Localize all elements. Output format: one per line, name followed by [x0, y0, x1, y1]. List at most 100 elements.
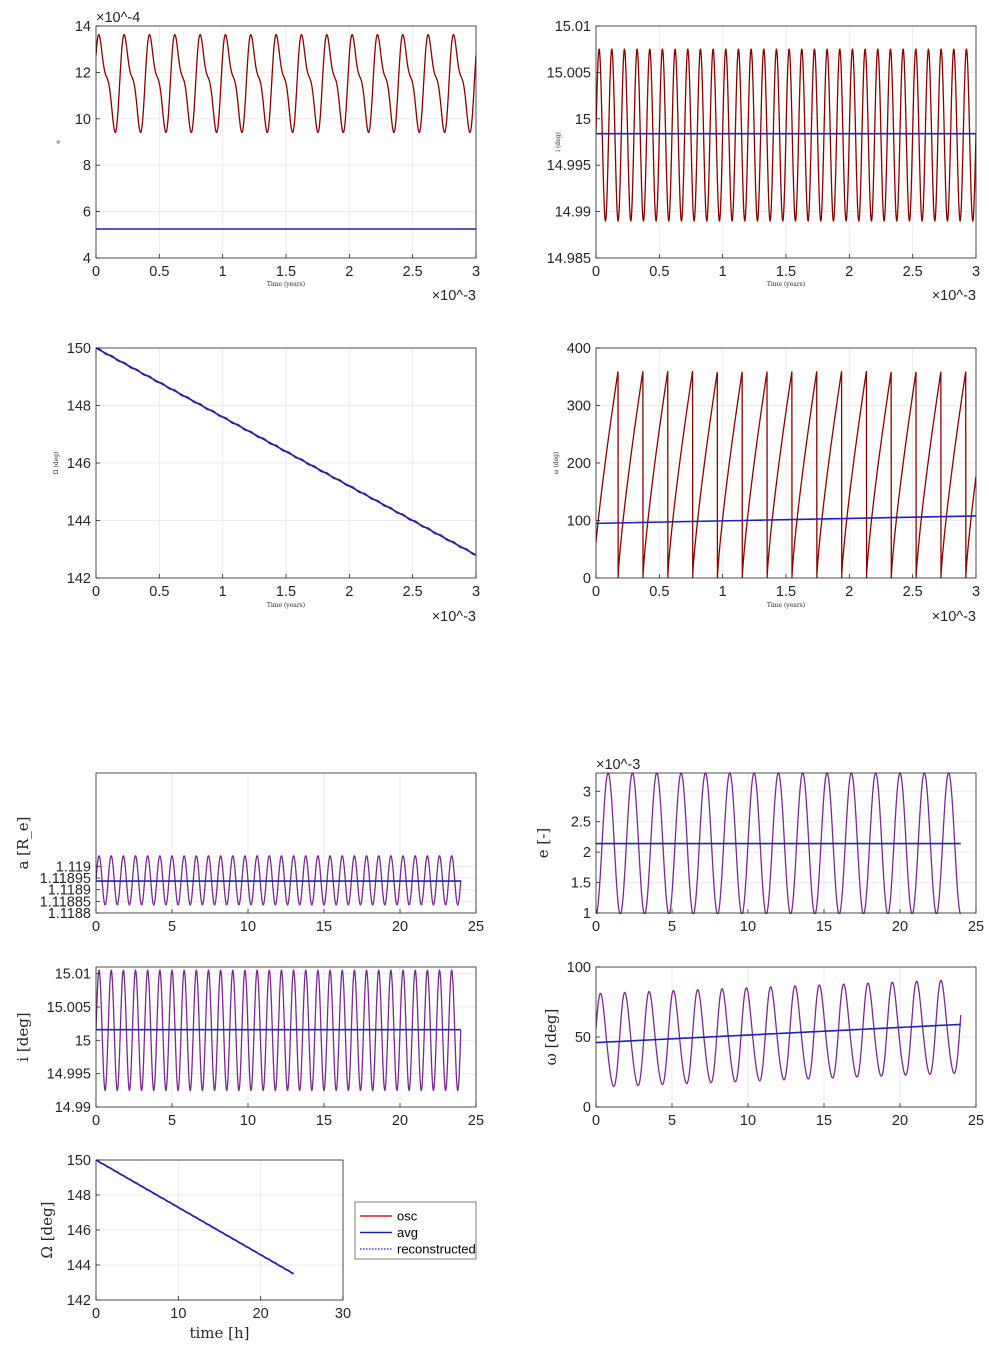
- x-exponent-label: ×10^-3: [432, 288, 476, 304]
- series-line-p3-1: [96, 347, 476, 556]
- x-tick-label: 15: [316, 919, 332, 935]
- series-line-p9-2: [96, 1159, 294, 1275]
- y-exponent-label: ×10^-3: [596, 757, 640, 773]
- plot-p5: 0 5 10 15 20 25 1.11881.118851.11891.118951.11…: [14, 772, 484, 935]
- x-tick-label: 0: [92, 1306, 100, 1322]
- plot-p1: 0 0.5 1 1.5 2 2.5 3 4 6 8 10 12 14 Time (years) e ×10^-…: [55, 10, 480, 304]
- x-tick-label: 3: [472, 584, 480, 600]
- y-tick-label: 146: [67, 1223, 91, 1239]
- x-tick-label: 1: [219, 584, 227, 600]
- x-tick-label: 15: [816, 919, 832, 935]
- x-tick-label: 1: [219, 264, 227, 280]
- y-tick-label: 1: [583, 906, 591, 922]
- x-tick-label: 0: [92, 919, 100, 935]
- x-tick-label: 2.5: [903, 584, 923, 600]
- x-tick-label: 30: [335, 1306, 351, 1322]
- y-tick-label: 3: [583, 784, 591, 800]
- plot-p4: 0 0.5 1 1.5 2 2.5 3 0 100 200 300 400 Time (years) ω …: [553, 341, 980, 625]
- y-tick-label: 1.11885: [40, 894, 91, 910]
- y-tick-label: 14.985: [547, 251, 591, 267]
- y-tick-label: 300: [567, 399, 591, 415]
- y-axis-label: i (deg): [555, 132, 562, 152]
- y-tick-label: 144: [67, 514, 91, 530]
- x-tick-label: 20: [892, 1113, 908, 1129]
- x-tick-label: 2: [845, 264, 853, 280]
- x-tick-label: 0: [92, 584, 100, 600]
- y-tick-label: 15: [575, 112, 591, 128]
- x-tick-label: 5: [668, 1113, 676, 1129]
- y-tick-label: 142: [67, 571, 91, 587]
- y-tick-label: 200: [567, 456, 591, 472]
- x-exponent-label: ×10^-3: [432, 609, 476, 625]
- y-tick-label: 100: [567, 960, 591, 976]
- y-tick-label: 10: [75, 112, 91, 128]
- x-tick-label: 10: [740, 1113, 756, 1129]
- x-tick-label: 0: [592, 264, 600, 280]
- series-line-p8-0: [596, 979, 962, 1088]
- axes-frame: [95, 966, 477, 1108]
- x-tick-label: 1: [719, 584, 727, 600]
- y-tick-label: 100: [567, 514, 591, 530]
- axes-frame: [595, 772, 977, 914]
- x-tick-label: 0: [92, 264, 100, 280]
- y-axis-label: ω [deg]: [542, 1009, 560, 1066]
- series-line-p4-0: [596, 370, 976, 579]
- legend-label-avg: avg: [397, 1225, 418, 1240]
- y-tick-label: 15.01: [55, 967, 91, 983]
- x-tick-label: 5: [168, 1113, 176, 1129]
- y-tick-label: 50: [575, 1030, 591, 1046]
- x-tick-label: 0.5: [649, 264, 669, 280]
- y-tick-label: 1.1189: [48, 883, 91, 899]
- plot-p2: 0 0.5 1 1.5 2 2.5 3 14.985 14.99 14.995 15 15.005 15…: [547, 19, 980, 304]
- series-line-p8-1: [596, 1023, 961, 1044]
- x-tick-label: 3: [972, 584, 980, 600]
- x-tick-label: 0: [592, 1113, 600, 1129]
- x-tick-label: 0: [92, 1113, 100, 1129]
- y-tick-label: 146: [67, 456, 91, 472]
- x-tick-label: 25: [968, 1113, 984, 1129]
- x-exponent-label: ×10^-3: [932, 288, 976, 304]
- y-axis-label: i [deg]: [14, 1012, 32, 1061]
- y-tick-label: 1.1188: [48, 906, 91, 922]
- x-tick-label: 25: [468, 1113, 484, 1129]
- x-tick-label: 20: [892, 919, 908, 935]
- y-tick-label: 1.11895: [40, 871, 91, 887]
- y-tick-label: 0: [583, 1100, 591, 1116]
- x-tick-label: 0.5: [149, 264, 169, 280]
- y-tick-label: 15.005: [547, 65, 591, 81]
- axes-frame: [95, 772, 477, 914]
- x-tick-label: 2.5: [403, 584, 423, 600]
- y-tick-label: 2.5: [571, 815, 591, 831]
- x-tick-label: 0: [592, 584, 600, 600]
- x-tick-label: 20: [392, 919, 408, 935]
- x-tick-label: 25: [968, 919, 984, 935]
- x-tick-label: 10: [740, 919, 756, 935]
- y-axis-label: Ω [deg]: [38, 1202, 56, 1259]
- y-tick-label: 148: [67, 1188, 91, 1204]
- x-tick-label: 10: [240, 919, 256, 935]
- plot-p3: 0 0.5 1 1.5 2 2.5 3 142 144 146 148 150 Time (years)…: [53, 341, 480, 625]
- y-tick-label: 400: [567, 341, 591, 357]
- x-exponent-label: ×10^-3: [932, 609, 976, 625]
- y-axis-label: e: [55, 140, 62, 144]
- y-tick-label: 142: [67, 1293, 91, 1309]
- y-tick-label: 150: [67, 341, 91, 357]
- y-tick-label: 8: [83, 158, 91, 174]
- x-axis-label: time [h]: [189, 1324, 249, 1342]
- x-tick-label: 25: [468, 919, 484, 935]
- legend-label-reconstructed: reconstructed: [397, 1242, 476, 1257]
- y-axis-label: e [-]: [534, 828, 552, 858]
- x-tick-label: 0.5: [149, 584, 169, 600]
- y-axis-label: Ω (deg): [53, 452, 60, 475]
- y-tick-label: 14: [75, 19, 91, 35]
- x-tick-label: 2: [345, 584, 353, 600]
- y-tick-label: 144: [67, 1258, 91, 1274]
- y-tick-label: 148: [67, 399, 91, 415]
- y-tick-label: 12: [75, 65, 91, 81]
- plot-p9: 0 10 20 30 142 144 146 148 150 time [h] Ω [deg]: [38, 1153, 351, 1342]
- series-line-p2-0: [596, 48, 976, 222]
- x-tick-label: 2.5: [903, 264, 923, 280]
- y-axis-label: ω (deg): [553, 452, 560, 475]
- y-tick-label: 14.99: [55, 1100, 91, 1116]
- x-tick-label: 1: [719, 264, 727, 280]
